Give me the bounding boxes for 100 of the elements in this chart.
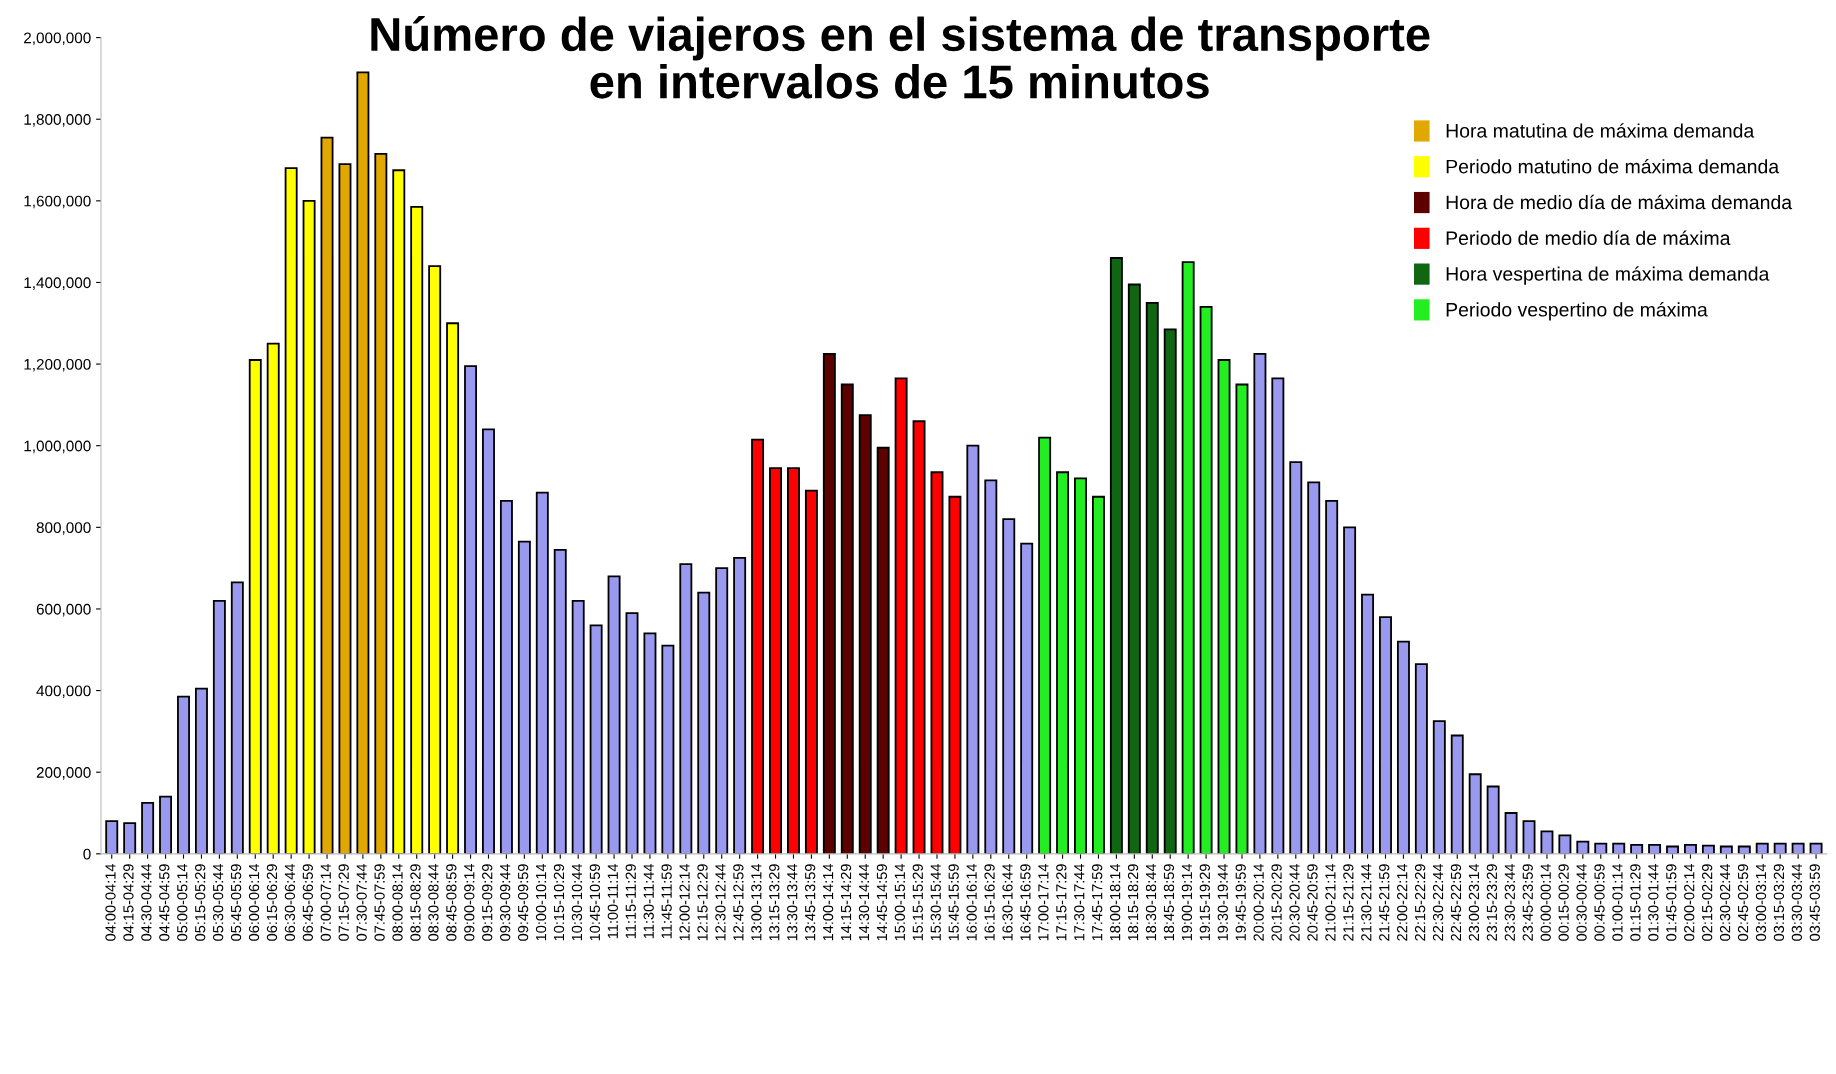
x-tick-label: 05:30-05:44 (212, 863, 224, 941)
y-tick-label: 1,200,000 (24, 358, 91, 372)
x-tick-label: 17:30-17:44 (1074, 863, 1085, 941)
x-tick-label: 08:15-08:29 (410, 864, 421, 941)
legend-label: Hora matutina de máxima demanda (1446, 123, 1755, 138)
x-tick-label: 18:15-18:29 (1127, 864, 1139, 941)
x-tick-label: 13:00-13:14 (751, 863, 762, 941)
x-tick-label: 13:45-13:59 (805, 864, 816, 941)
x-tick-label: 10:30-10:44 (571, 863, 583, 941)
x-tick-label: 08:45-08:59 (446, 864, 457, 941)
y-tick-label: 0 (83, 848, 91, 860)
y-tick-label: 800,000 (36, 522, 91, 535)
y-tick-label: 1,400,000 (24, 277, 91, 290)
x-tick-label: 03:00-03:14 (1755, 863, 1767, 941)
x-tick-label: 04:45-04:59 (159, 864, 170, 941)
x-tick-label: 23:00-23:14 (1468, 863, 1480, 941)
x-tick-label: 05:15-05:29 (195, 864, 206, 941)
x-tick-label: 09:00-09:14 (464, 863, 475, 941)
x-tick-label: 20:45-20:59 (1307, 864, 1318, 941)
x-tick-label: 21:15-21:29 (1343, 864, 1354, 941)
x-tick-label: 01:00-01:14 (1612, 863, 1623, 941)
x-tick-label: 07:15-07:29 (338, 864, 349, 941)
x-tick-label: 09:30-09:44 (500, 863, 511, 941)
y-tick-label: 1,600,000 (24, 195, 91, 209)
x-tick-label: 00:15-00:29 (1558, 864, 1569, 941)
x-tick-label: 11:45-11:59 (661, 864, 672, 939)
y-tick-label: 200,000 (36, 767, 91, 780)
x-tick-label: 04:30-04:44 (141, 863, 152, 941)
x-tick-label: 14:15-14:29 (840, 864, 852, 941)
x-tick-label: 10:45-10:59 (589, 864, 601, 941)
x-tick-label: 11:15-11:29 (625, 864, 636, 939)
x-tick-label: 15:15-15:29 (912, 864, 923, 941)
x-tick-label: 20:15-20:29 (1271, 864, 1282, 941)
x-tick-label: 06:15-06:29 (266, 864, 278, 941)
x-tick-label: 02:00-02:14 (1684, 863, 1695, 941)
chart-title: Número de viajeros en el sistema de transporte en intervalos de 15 minutos (371, 16, 1430, 99)
x-tick-label: 03:45-03:59 (1809, 864, 1820, 941)
legend-label: Hora de medio día de máxima demanda (1446, 194, 1793, 210)
x-tick-label: 04:00-04:14 (105, 863, 116, 941)
x-tick-label: 03:15-03:29 (1773, 864, 1785, 941)
x-tick-label: 18:30-18:44 (1145, 863, 1157, 941)
x-tick-label: 01:15-01:29 (1630, 864, 1641, 941)
x-tick-label: 06:00-06:14 (248, 863, 260, 941)
x-tick-label: 15:30-15:44 (930, 863, 941, 941)
x-tick-label: 02:30-02:44 (1719, 863, 1731, 941)
x-tick-label: 21:00-21:14 (1325, 863, 1336, 941)
x-tick-label: 20:00-20:14 (1253, 863, 1264, 941)
x-tick-label: 10:15-10:29 (553, 864, 565, 941)
x-tick-label: 17:00-17:14 (1038, 863, 1049, 941)
x-tick-label: 10:00-10:14 (535, 863, 547, 941)
x-tick-label: 06:45-06:59 (302, 864, 313, 941)
x-tick-label: 23:30-23:44 (1504, 863, 1515, 941)
x-tick-label: 07:30-07:44 (356, 863, 367, 941)
x-tick-label: 13:30-13:44 (787, 863, 798, 941)
x-tick-label: 17:15-17:29 (1056, 864, 1067, 941)
x-tick-label: 14:45-14:59 (876, 864, 888, 941)
x-tick-label: 19:30-19:44 (1217, 863, 1228, 941)
legend-label: Periodo vespertino de máxima (1446, 302, 1708, 321)
x-tick-label: 16:45-16:59 (1020, 864, 1031, 941)
x-tick-label: 02:45-02:59 (1737, 864, 1749, 941)
x-tick-label: 08:00-08:14 (392, 863, 403, 941)
x-tick-label: 07:45-07:59 (374, 864, 385, 941)
x-tick-label: 19:00-19:14 (1181, 863, 1193, 941)
x-tick-label: 01:45-01:59 (1666, 864, 1677, 941)
x-tick-label: 15:45-15:59 (948, 864, 959, 941)
x-tick-label: 09:15-09:29 (482, 864, 493, 941)
x-tick-label: 18:45-18:59 (1163, 864, 1175, 941)
x-tick-label: 23:45-23:59 (1522, 864, 1533, 941)
x-tick-label: 00:45-00:59 (1594, 864, 1605, 941)
x-tick-label: 01:30-01:44 (1648, 863, 1659, 941)
x-tick-label: 00:30-00:44 (1576, 863, 1587, 941)
x-tick-label: 00:00-00:14 (1540, 863, 1551, 941)
x-tick-label: 05:00-05:14 (177, 863, 188, 941)
x-tick-label: 20:30-20:44 (1289, 863, 1300, 941)
x-tick-label: 06:30-06:44 (284, 863, 296, 941)
y-tick-label: 2,000,000 (24, 32, 91, 46)
x-tick-label: 22:15-22:29 (1414, 864, 1426, 941)
legend-label: Periodo matutino de máxima demanda (1446, 158, 1780, 174)
x-tick-label: 17:45-17:59 (1092, 864, 1103, 941)
x-tick-label: 16:15-16:29 (984, 864, 995, 941)
x-tick-label: 16:30-16:44 (1002, 863, 1013, 941)
x-tick-label: 02:15-02:29 (1702, 864, 1713, 941)
y-tick-label: 600,000 (36, 603, 91, 617)
x-tick-label: 22:00-22:14 (1397, 863, 1408, 941)
x-tick-label: 19:45-19:59 (1235, 864, 1246, 941)
x-tick-label: 09:45-09:59 (517, 864, 529, 941)
x-tick-label: 13:15-13:29 (769, 864, 780, 941)
x-tick-label: 23:15-23:29 (1486, 864, 1498, 941)
x-tick-label: 16:00-16:14 (966, 863, 977, 941)
x-tick-label: 21:45-21:59 (1379, 864, 1390, 941)
x-tick-label: 12:45-12:59 (733, 864, 744, 941)
y-tick-label: 1,800,000 (24, 114, 91, 127)
x-tick-label: 18:00-18:14 (1109, 863, 1121, 941)
x-tick-label: 03:30-03:44 (1791, 863, 1803, 941)
x-tick-label: 15:00-15:14 (894, 863, 906, 941)
x-tick-label: 08:30-08:44 (428, 863, 439, 941)
x-tick-label: 22:30-22:44 (1432, 863, 1444, 941)
y-tick-label: 1,000,000 (24, 440, 91, 454)
x-tick-label: 11:30-11:44 (643, 863, 654, 939)
x-tick-label: 14:30-14:44 (858, 863, 870, 941)
